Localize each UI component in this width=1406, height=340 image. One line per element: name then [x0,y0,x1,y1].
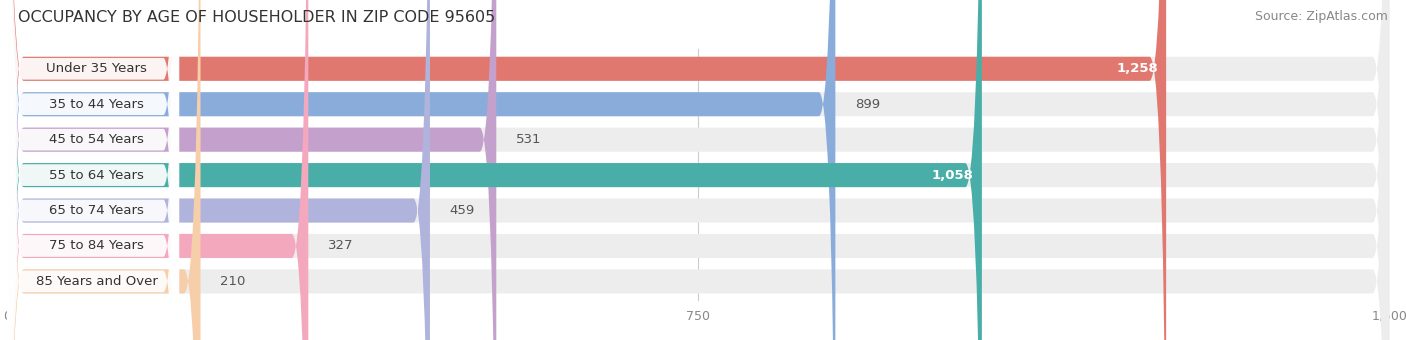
Text: 1,058: 1,058 [932,169,973,182]
FancyBboxPatch shape [7,0,179,340]
Text: 75 to 84 Years: 75 to 84 Years [49,239,143,253]
FancyBboxPatch shape [7,0,1389,340]
FancyBboxPatch shape [7,0,496,340]
Text: 459: 459 [450,204,475,217]
Text: 327: 327 [328,239,354,253]
FancyBboxPatch shape [7,0,1389,340]
FancyBboxPatch shape [7,0,179,340]
FancyBboxPatch shape [7,0,981,340]
Text: 1,258: 1,258 [1116,62,1159,75]
FancyBboxPatch shape [7,0,201,340]
FancyBboxPatch shape [7,0,430,340]
Text: 531: 531 [516,133,541,146]
FancyBboxPatch shape [7,0,308,340]
FancyBboxPatch shape [7,0,1389,340]
Text: Source: ZipAtlas.com: Source: ZipAtlas.com [1254,10,1388,23]
FancyBboxPatch shape [7,0,1389,340]
Text: 210: 210 [221,275,246,288]
FancyBboxPatch shape [7,0,1166,340]
Text: 85 Years and Over: 85 Years and Over [35,275,157,288]
Text: 899: 899 [855,98,880,111]
Text: OCCUPANCY BY AGE OF HOUSEHOLDER IN ZIP CODE 95605: OCCUPANCY BY AGE OF HOUSEHOLDER IN ZIP C… [18,10,495,25]
Text: 55 to 64 Years: 55 to 64 Years [49,169,143,182]
FancyBboxPatch shape [7,0,179,340]
Text: Under 35 Years: Under 35 Years [46,62,146,75]
FancyBboxPatch shape [7,0,179,340]
Text: 45 to 54 Years: 45 to 54 Years [49,133,143,146]
FancyBboxPatch shape [7,0,1389,340]
FancyBboxPatch shape [7,0,1389,340]
FancyBboxPatch shape [7,0,835,340]
Text: 35 to 44 Years: 35 to 44 Years [49,98,143,111]
Text: 65 to 74 Years: 65 to 74 Years [49,204,143,217]
FancyBboxPatch shape [7,0,179,340]
FancyBboxPatch shape [7,0,179,340]
FancyBboxPatch shape [7,0,179,340]
FancyBboxPatch shape [7,0,1389,340]
